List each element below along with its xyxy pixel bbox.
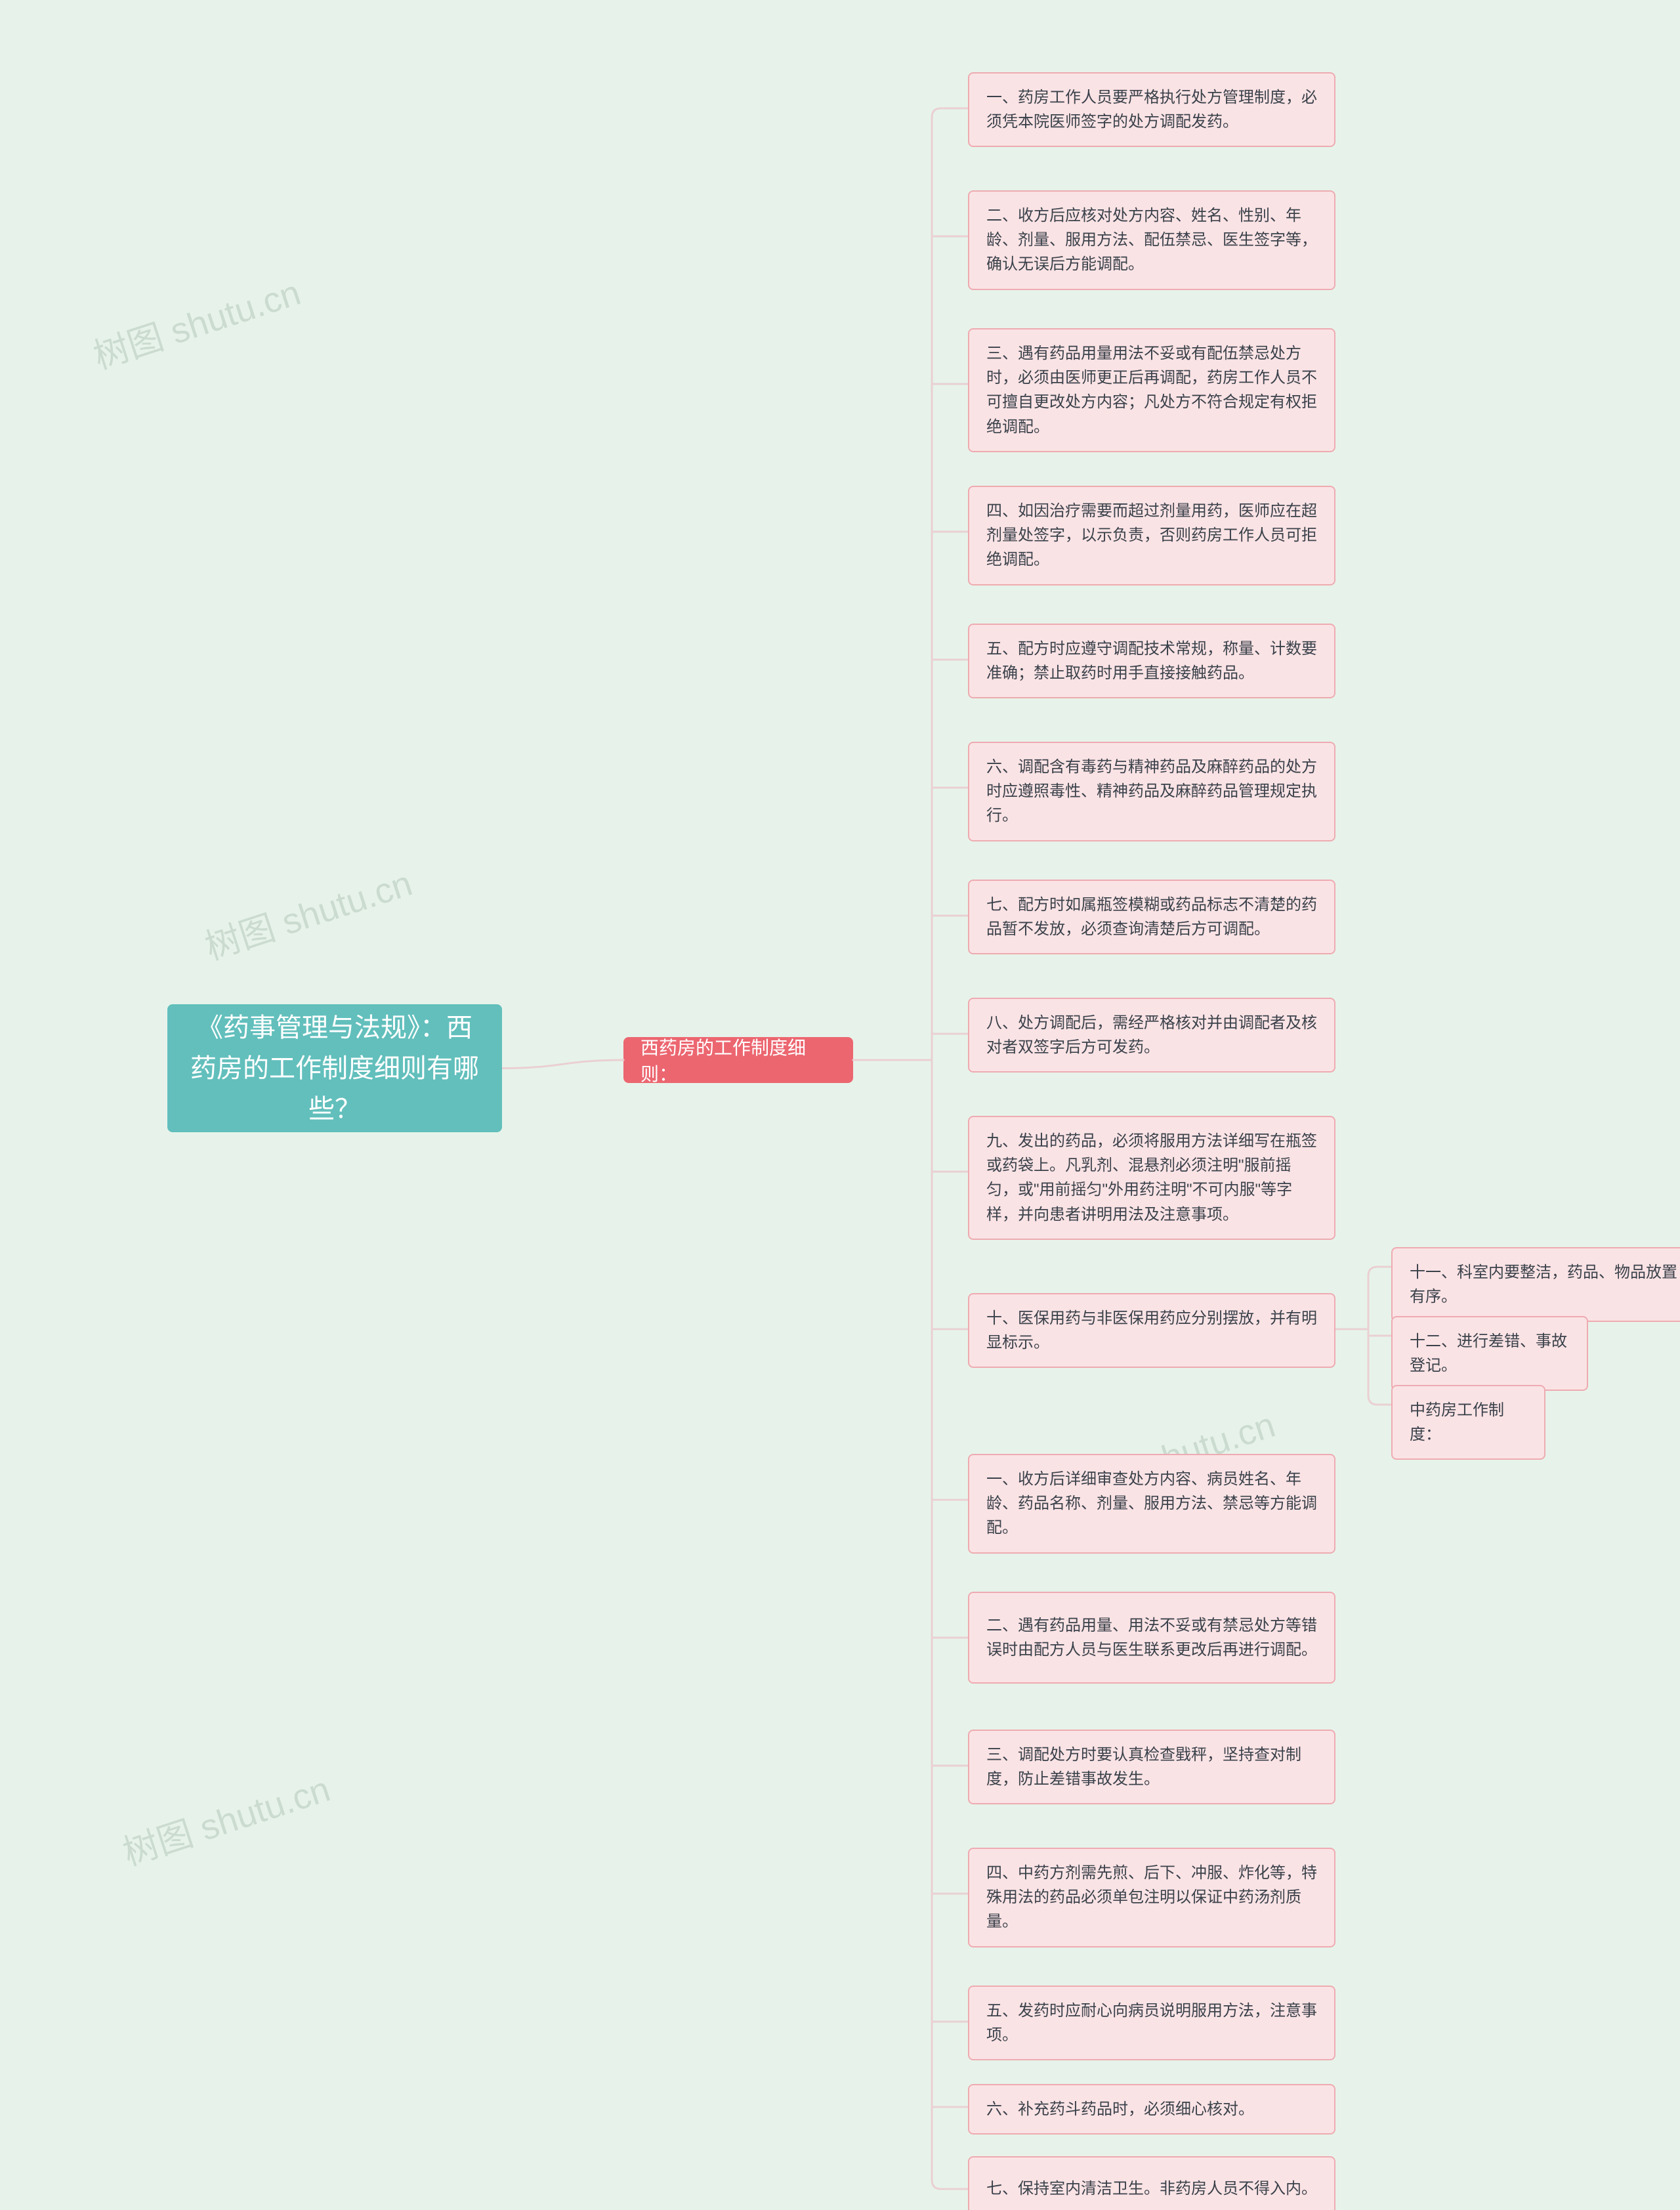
leaf-label: 七、配方时如属瓶签模糊或药品标志不清楚的药品暂不发放，必须查询清楚后方可调配。	[986, 893, 1317, 941]
leaf-label: 八、处方调配后，需经严格核对并由调配者及核对者双签字后方可发药。	[986, 1011, 1317, 1059]
leaf-node-n10[interactable]: 十、医保用药与非医保用药应分别摆放，并有明显标示。	[968, 1293, 1335, 1368]
leaf-label: 十、医保用药与非医保用药应分别摆放，并有明显标示。	[986, 1306, 1317, 1355]
leaf-label: 二、收方后应核对处方内容、姓名、性别、年龄、剂量、服用方法、配伍禁忌、医生签字等…	[986, 203, 1317, 277]
leaf-label: 七、保持室内清洁卫生。非药房人员不得入内。	[986, 2177, 1317, 2201]
leaf-node-n7[interactable]: 七、配方时如属瓶签模糊或药品标志不清楚的药品暂不发放，必须查询清楚后方可调配。	[968, 880, 1335, 954]
leaf-node-n13[interactable]: 三、调配处方时要认真检查戥秤，坚持查对制度，防止差错事故发生。	[968, 1730, 1335, 1804]
leaf-label: 二、遇有药品用量、用法不妥或有禁忌处方等错误时由配方人员与医生联系更改后再进行调…	[986, 1613, 1317, 1662]
root-node[interactable]: 《药事管理与法规》：西药房的工作制度细则有哪些？	[167, 1004, 502, 1132]
leaf-node-n5[interactable]: 五、配方时应遵守调配技术常规，称量、计数要准确；禁止取药时用手直接接触药品。	[968, 624, 1335, 698]
leaf-node-s3[interactable]: 中药房工作制度：	[1391, 1385, 1545, 1460]
leaf-node-n8[interactable]: 八、处方调配后，需经严格核对并由调配者及核对者双签字后方可发药。	[968, 998, 1335, 1073]
leaf-label: 三、遇有药品用量用法不妥或有配伍禁忌处方时，必须由医师更正后再调配，药房工作人员…	[986, 341, 1317, 439]
leaf-label: 中药房工作制度：	[1410, 1398, 1527, 1447]
leaf-label: 六、调配含有毒药与精神药品及麻醉药品的处方时应遵照毒性、精神药品及麻醉药品管理规…	[986, 755, 1317, 828]
leaf-label: 十二、进行差错、事故登记。	[1410, 1329, 1570, 1378]
leaf-label: 四、中药方剂需先煎、后下、冲服、炸化等，特殊用法的药品必须单包注明以保证中药汤剂…	[986, 1861, 1317, 1934]
leaf-label: 五、配方时应遵守调配技术常规，称量、计数要准确；禁止取药时用手直接接触药品。	[986, 637, 1317, 685]
leaf-node-n17[interactable]: 七、保持室内清洁卫生。非药房人员不得入内。	[968, 2156, 1335, 2210]
leaf-node-n1[interactable]: 一、药房工作人员要严格执行处方管理制度，必须凭本院医师签字的处方调配发药。	[968, 72, 1335, 147]
leaf-node-n4[interactable]: 四、如因治疗需要而超过剂量用药，医师应在超剂量处签字，以示负责，否则药房工作人员…	[968, 486, 1335, 585]
leaf-node-s2[interactable]: 十二、进行差错、事故登记。	[1391, 1316, 1588, 1391]
leaf-node-s1[interactable]: 十一、科室内要整洁，药品、物品放置有序。	[1391, 1247, 1680, 1322]
leaf-node-n15[interactable]: 五、发药时应耐心向病员说明服用方法，注意事项。	[968, 1986, 1335, 2060]
leaf-node-n11[interactable]: 一、收方后详细审查处方内容、病员姓名、年龄、药品名称、剂量、服用方法、禁忌等方能…	[968, 1454, 1335, 1554]
leaf-node-n14[interactable]: 四、中药方剂需先煎、后下、冲服、炸化等，特殊用法的药品必须单包注明以保证中药汤剂…	[968, 1848, 1335, 1947]
leaf-node-n6[interactable]: 六、调配含有毒药与精神药品及麻醉药品的处方时应遵照毒性、精神药品及麻醉药品管理规…	[968, 742, 1335, 841]
root-label: 《药事管理与法规》：西药房的工作制度细则有哪些？	[187, 1008, 482, 1130]
leaf-label: 三、调配处方时要认真检查戥秤，坚持查对制度，防止差错事故发生。	[986, 1743, 1317, 1791]
leaf-label: 十一、科室内要整洁，药品、物品放置有序。	[1410, 1260, 1678, 1309]
leaf-node-n2[interactable]: 二、收方后应核对处方内容、姓名、性别、年龄、剂量、服用方法、配伍禁忌、医生签字等…	[968, 190, 1335, 290]
leaf-label: 九、发出的药品，必须将服用方法详细写在瓶签或药袋上。凡乳剂、混悬剂必须注明"服前…	[986, 1129, 1317, 1227]
leaf-label: 四、如因治疗需要而超过剂量用药，医师应在超剂量处签字，以示负责，否则药房工作人员…	[986, 499, 1317, 572]
leaf-node-n12[interactable]: 二、遇有药品用量、用法不妥或有禁忌处方等错误时由配方人员与医生联系更改后再进行调…	[968, 1592, 1335, 1684]
leaf-label: 六、补充药斗药品时，必须细心核对。	[986, 2097, 1254, 2121]
leaf-node-n3[interactable]: 三、遇有药品用量用法不妥或有配伍禁忌处方时，必须由医师更正后再调配，药房工作人员…	[968, 328, 1335, 452]
leaf-node-n9[interactable]: 九、发出的药品，必须将服用方法详细写在瓶签或药袋上。凡乳剂、混悬剂必须注明"服前…	[968, 1116, 1335, 1240]
leaf-label: 一、收方后详细审查处方内容、病员姓名、年龄、药品名称、剂量、服用方法、禁忌等方能…	[986, 1467, 1317, 1541]
leaf-label: 一、药房工作人员要严格执行处方管理制度，必须凭本院医师签字的处方调配发药。	[986, 85, 1317, 134]
leaf-label: 五、发药时应耐心向病员说明服用方法，注意事项。	[986, 1999, 1317, 2047]
leaf-node-n16[interactable]: 六、补充药斗药品时，必须细心核对。	[968, 2084, 1335, 2135]
